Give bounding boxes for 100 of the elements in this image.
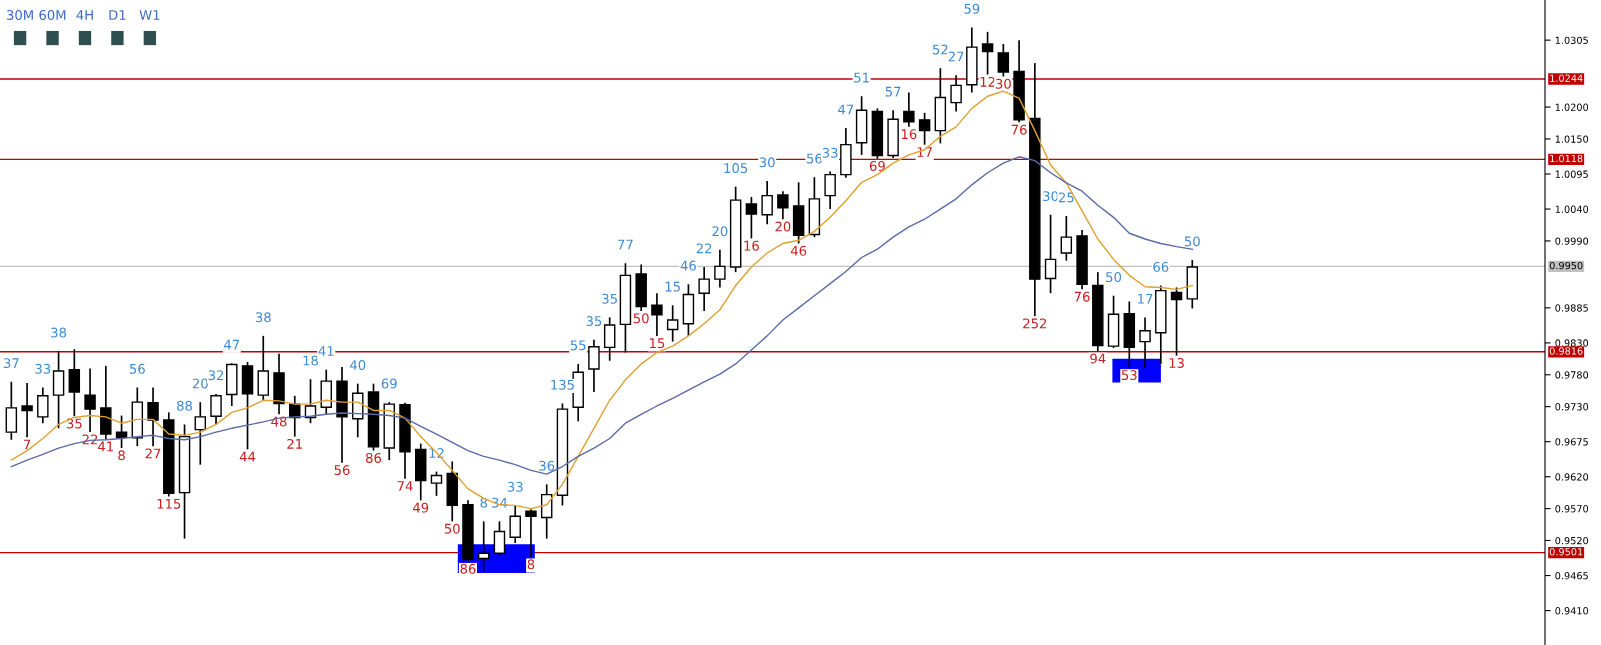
text: 17: [917, 147, 932, 157]
text: 56: [807, 153, 822, 164]
text: 15: [665, 281, 680, 292]
text: 36: [539, 460, 555, 471]
candlestick: [761, 180, 773, 226]
y-tick-label: 0.9990: [1555, 237, 1589, 245]
text: 35: [602, 293, 617, 304]
text: 135: [551, 379, 574, 390]
text: 27: [145, 448, 161, 459]
text: 46: [790, 245, 807, 256]
text: 50: [633, 313, 649, 324]
text: 74: [397, 481, 413, 491]
candlestick: [651, 292, 663, 337]
text: 30: [1043, 191, 1059, 202]
text: 38: [51, 327, 67, 338]
candlestick: [1060, 215, 1073, 262]
text: 50: [1184, 236, 1200, 247]
candlestick: [493, 520, 506, 556]
candlestick: [1170, 286, 1183, 357]
candlestick: [603, 316, 616, 362]
text: 20: [775, 221, 791, 232]
text: 8: [527, 559, 535, 570]
candlestick: [997, 43, 1010, 78]
text: 27: [948, 51, 964, 62]
text: 46: [680, 260, 696, 271]
text: 48: [271, 416, 287, 427]
text: 47: [838, 104, 854, 115]
candlestick: [115, 414, 128, 449]
text: 35: [66, 418, 82, 429]
text: 18: [303, 355, 318, 366]
text: 38: [255, 312, 271, 323]
y-tick-label: 1.0200: [1555, 103, 1589, 111]
candlestick: [37, 386, 49, 425]
text: 20: [192, 378, 208, 389]
y-tick-label: 0.9885: [1555, 304, 1588, 312]
text: 8: [118, 450, 125, 461]
candlestick: [68, 348, 81, 418]
annotation: 60M: [39, 9, 66, 20]
text: 30: [995, 78, 1011, 89]
y-tick-label: 1.0040: [1555, 205, 1589, 213]
y-tick-label: 1.0095: [1555, 170, 1588, 178]
text: 57: [885, 86, 901, 97]
text: 252: [1023, 318, 1047, 329]
candlestick: [1139, 316, 1151, 369]
text: 50: [1106, 272, 1122, 283]
text: 69: [869, 161, 885, 171]
text: 94: [1090, 353, 1106, 364]
y-tick-label: 0.9520: [1555, 536, 1589, 545]
y-tick-label: 1.0305: [1555, 36, 1588, 44]
text: 15: [649, 338, 665, 349]
candlestick: [824, 170, 836, 210]
annotation: 4H: [76, 10, 93, 20]
text: 33: [35, 363, 51, 374]
y-tick-label: 0.9465: [1555, 572, 1588, 580]
text: 51: [854, 72, 869, 83]
text: 52: [932, 44, 948, 55]
text: 22: [696, 243, 712, 254]
ref-line-label: 0.9501: [1549, 548, 1583, 556]
candlestick: [525, 508, 537, 558]
candlestick: [210, 393, 222, 426]
annotation: 30M: [7, 9, 33, 20]
text: 25: [1058, 192, 1074, 203]
text: 33: [822, 147, 838, 158]
candlestick: [21, 382, 33, 439]
text: 76: [1074, 291, 1090, 302]
y-tick-label: 0.9620: [1555, 473, 1589, 481]
candlestick: [918, 111, 931, 146]
candlestick: [903, 91, 915, 128]
text: 53: [1121, 370, 1137, 381]
candlestick: [777, 190, 789, 221]
text: 33: [507, 481, 523, 492]
text: 49: [412, 502, 429, 513]
y-tick-label: 0.9830: [1555, 339, 1589, 347]
candlestick: [714, 249, 726, 289]
candlestick: [981, 31, 994, 76]
text: 32: [208, 370, 224, 381]
text: 76: [1011, 124, 1027, 135]
text: 86: [460, 563, 476, 574]
text: 35: [586, 316, 602, 327]
text: 16: [901, 129, 917, 140]
text: 77: [618, 239, 633, 250]
candlestick: [430, 470, 443, 497]
text: 88: [177, 400, 193, 411]
candlestick: [84, 367, 96, 433]
text: 41: [98, 441, 113, 452]
text: 7: [23, 439, 31, 450]
text: 56: [334, 465, 350, 476]
candlestick: [194, 401, 207, 466]
text: 115: [157, 498, 181, 509]
text: 12: [980, 76, 995, 87]
candlestick: [698, 266, 710, 312]
ref-line-label: 0.9816: [1549, 347, 1583, 355]
text: 16: [744, 240, 759, 251]
y-tick-label: 1.0150: [1555, 135, 1589, 143]
text: 47: [224, 339, 240, 350]
text: 30: [759, 157, 775, 168]
text: 17: [1138, 293, 1153, 304]
candlestick: [950, 74, 962, 113]
text: 21: [287, 438, 302, 449]
y-tick-label: 0.9675: [1555, 438, 1588, 446]
